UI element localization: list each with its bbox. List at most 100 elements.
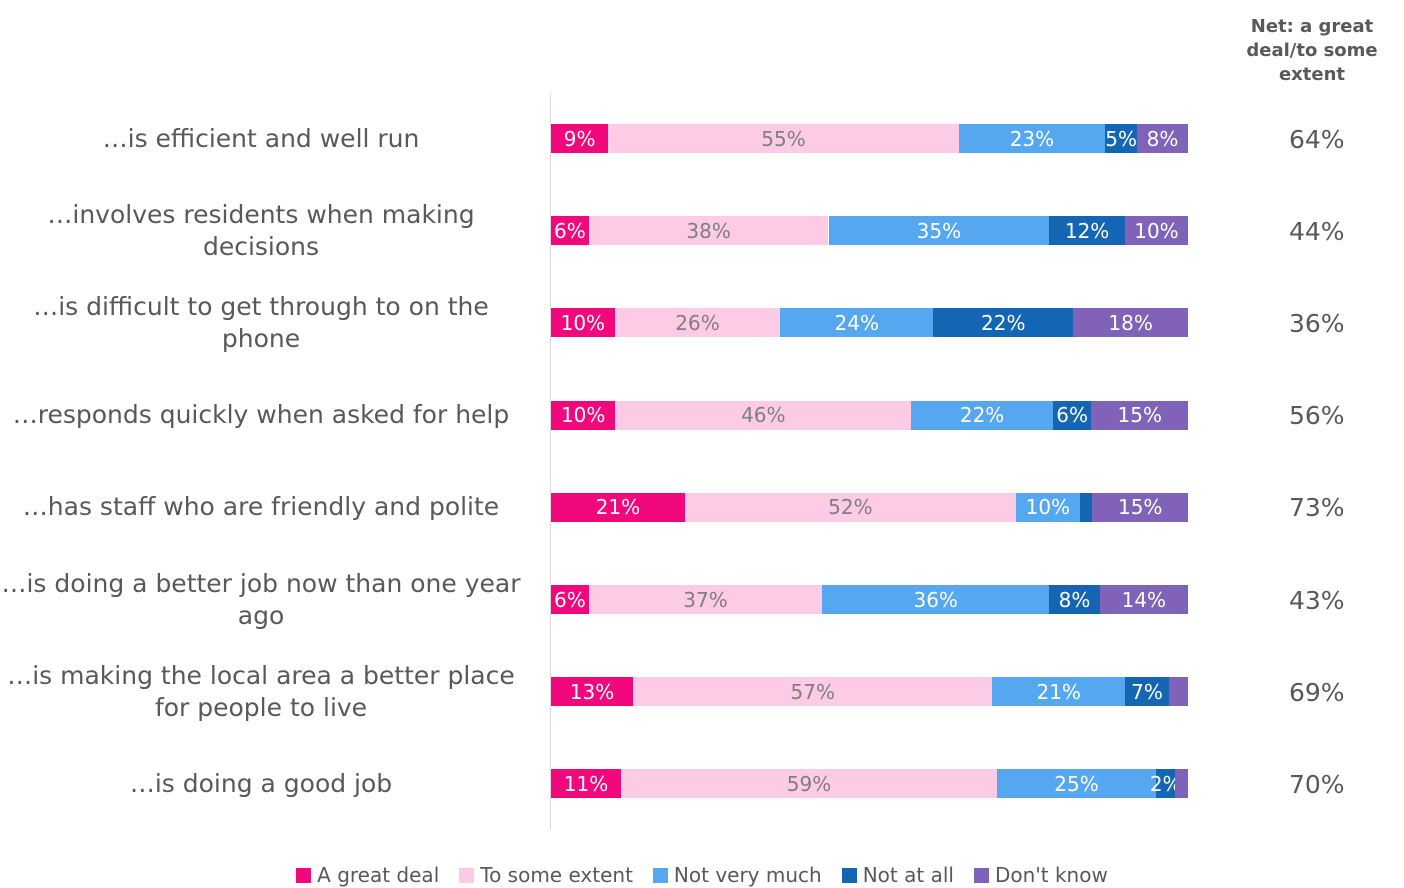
legend-item: Not at all (841, 863, 954, 887)
data-label: 6% (1056, 403, 1089, 428)
data-label: 38% (686, 218, 731, 243)
bar-row: 13% 57% 21% 7% (551, 677, 1188, 707)
bar-segment: 22% (911, 400, 1053, 430)
data-label: 10% (1134, 218, 1179, 243)
category-label: …is making the local area a better place… (7, 660, 515, 722)
bar-row: 10% 26% 24% 22% 18% (551, 308, 1188, 338)
data-label: 55% (761, 126, 806, 151)
category-label: …is doing a good job (129, 768, 393, 798)
net-value: 70% (1289, 769, 1345, 799)
data-label: 5% (1105, 126, 1137, 151)
bar-segment: 22% (933, 308, 1074, 338)
bar-row: 21% 52% 10% 15% (551, 492, 1188, 522)
data-label: 23% (1009, 126, 1055, 151)
bar-segment: 24% (780, 308, 934, 338)
data-label: 22% (959, 403, 1005, 428)
data-label: 9% (563, 126, 596, 151)
bar-segment: 18% (1073, 308, 1188, 338)
data-label: 18% (1108, 310, 1153, 335)
category-label: …is efficient and well run (102, 123, 420, 153)
data-label: 7% (1131, 679, 1163, 704)
bar-segment: 6% (551, 585, 589, 614)
data-label: 21% (1036, 679, 1081, 704)
data-label: 15% (1117, 403, 1162, 428)
bar-segment: 35% (828, 216, 1050, 246)
legend-item: A great deal (296, 863, 439, 887)
legend-item: Don't know (973, 863, 1108, 887)
data-label: 6% (554, 218, 586, 243)
bar-segment: 15% (1092, 492, 1188, 522)
data-label: 25% (1054, 771, 1099, 796)
bar-segment: 55% (608, 124, 959, 153)
net-value: 43% (1289, 585, 1345, 615)
legend-label: Don't know (994, 863, 1108, 887)
bar-segment: 52% (684, 492, 1016, 522)
bar-segment: 5% (1105, 124, 1138, 153)
data-label: 22% (981, 310, 1026, 335)
data-label: 10% (560, 403, 606, 428)
legend-label: Not at all (862, 863, 954, 887)
bar-segment: 9% (551, 124, 609, 153)
data-label: 26% (675, 310, 720, 335)
bar-segment: 25% (996, 769, 1157, 799)
bar-segment: 10% (551, 308, 615, 338)
data-label: 11% (563, 771, 609, 796)
bar-segment: 11% (551, 769, 622, 799)
bar-segment (1169, 677, 1188, 707)
bar-segment: 59% (621, 769, 997, 799)
net-value: 36% (1289, 308, 1345, 338)
bar-row: 11% 59% 25% 2% (551, 769, 1188, 799)
net-value: 44% (1289, 216, 1345, 246)
bar-segment (1079, 492, 1093, 522)
category-label: …is doing a better job now than one year… (1, 568, 521, 630)
data-label: 8% (1058, 587, 1091, 612)
bar-segment: 7% (1124, 677, 1170, 707)
bar-segment: 21% (992, 677, 1125, 707)
data-label: 52% (828, 495, 873, 520)
legend-swatch (459, 867, 475, 883)
bar-segment: 10% (1016, 492, 1080, 522)
category-label: …has staff who are friendly and polite (22, 492, 500, 522)
data-label: 10% (560, 310, 606, 335)
bar-segment: 26% (614, 308, 781, 338)
bar-segment: 36% (822, 585, 1050, 614)
bar-row: 10% 46% 22% 6% 15% (551, 400, 1188, 430)
category-label: …responds quickly when asked for help (12, 400, 510, 430)
bar-segment: 46% (615, 400, 912, 430)
data-label: 35% (916, 218, 962, 243)
legend-swatch (973, 867, 989, 883)
bar-segment: 13% (551, 677, 633, 707)
data-label: 12% (1064, 218, 1110, 243)
legend-item: Not very much (652, 863, 822, 887)
bar-segment: 10% (551, 400, 616, 430)
legend: A great deal To some extent Not very much N… (0, 862, 1404, 888)
legend-swatch (296, 867, 312, 883)
net-value: 64% (1289, 124, 1345, 154)
bar-segment: 8% (1137, 124, 1188, 153)
category-label: …is difficult to get through to on the p… (33, 291, 489, 353)
bar-row: 6% 38% 35% 12% 10% (551, 216, 1188, 246)
data-label: 14% (1121, 587, 1167, 612)
bar-row: 6% 37% 36% 8% 14% (551, 585, 1188, 614)
bar-segment: 38% (588, 216, 829, 246)
category-label: …involves residents when making decision… (47, 199, 475, 261)
data-label: 6% (554, 587, 586, 612)
legend-label: A great deal (317, 863, 440, 887)
bar-segment: 57% (632, 677, 993, 707)
bar-segment: 15% (1091, 400, 1188, 430)
bar-segment: 21% (551, 492, 685, 522)
legend-label: Not very much (673, 863, 822, 887)
data-label: 37% (683, 587, 728, 612)
bar-segment: 37% (588, 585, 823, 614)
legend-item: To some extent (459, 863, 633, 887)
bar-segment: 8% (1049, 585, 1100, 614)
data-label: 13% (569, 679, 615, 704)
bar-segment: 2% (1150, 769, 1182, 799)
data-label: 24% (834, 310, 879, 335)
category-axis-line (550, 93, 551, 830)
bar-segment: 23% (958, 124, 1106, 153)
data-label: 59% (786, 771, 832, 796)
data-label: 46% (741, 403, 786, 428)
data-label: 15% (1117, 495, 1163, 520)
